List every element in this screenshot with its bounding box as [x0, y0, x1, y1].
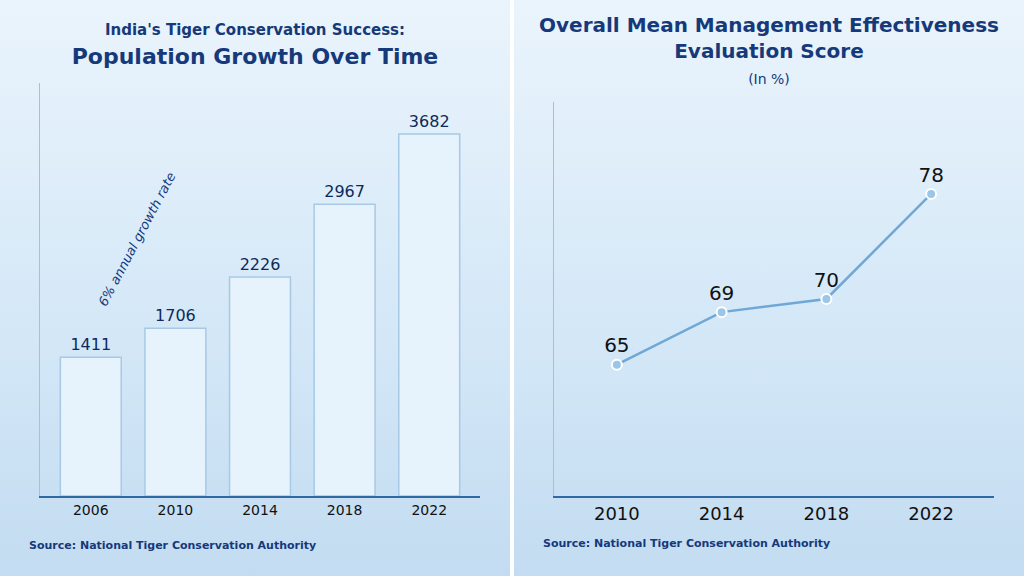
svg-text:2967: 2967 [324, 182, 365, 201]
svg-text:Source: National Tiger Conserv: Source: National Tiger Conservation Auth… [543, 537, 830, 550]
svg-text:Source: National Tiger Conserv: Source: National Tiger Conservation Auth… [29, 539, 316, 552]
svg-text:65: 65 [604, 333, 629, 357]
svg-text:1706: 1706 [155, 306, 196, 325]
svg-text:78: 78 [918, 163, 943, 187]
svg-text:2010: 2010 [594, 503, 640, 524]
svg-text:6% annual growth rate: 6% annual growth rate [95, 170, 178, 309]
svg-text:2022: 2022 [411, 502, 447, 518]
svg-text:2014: 2014 [242, 502, 278, 518]
svg-text:2226: 2226 [240, 255, 281, 274]
svg-text:2018: 2018 [327, 502, 363, 518]
svg-text:3682: 3682 [409, 112, 450, 131]
svg-text:2010: 2010 [158, 502, 194, 518]
svg-text:India's Tiger Conservation Suc: India's Tiger Conservation Success:Popul… [72, 21, 439, 69]
svg-text:2014: 2014 [699, 503, 745, 524]
svg-text:2006: 2006 [73, 502, 109, 518]
svg-text:2018: 2018 [803, 503, 849, 524]
svg-text:2022: 2022 [908, 503, 954, 524]
svg-text:Overall Mean Management Effect: Overall Mean Management EffectivenessEva… [539, 13, 999, 87]
svg-text:1411: 1411 [70, 335, 111, 354]
svg-text:70: 70 [814, 268, 839, 292]
svg-text:69: 69 [709, 281, 734, 305]
